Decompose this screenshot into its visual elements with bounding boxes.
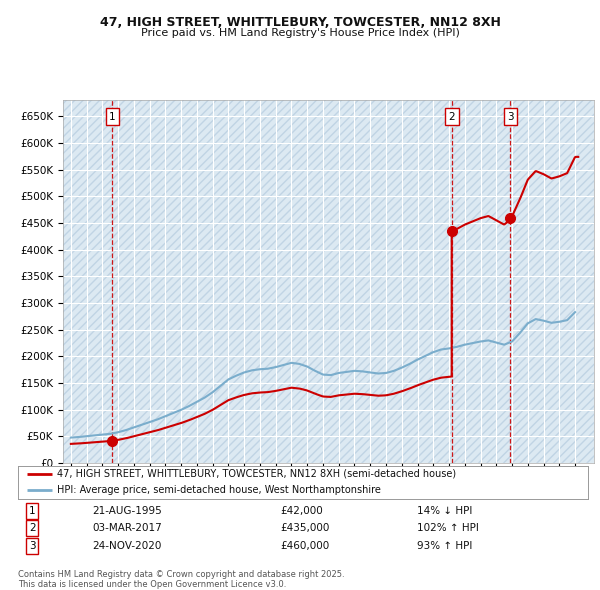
Text: HPI: Average price, semi-detached house, West Northamptonshire: HPI: Average price, semi-detached house,… [57, 486, 380, 495]
Text: £460,000: £460,000 [280, 541, 329, 551]
Text: 3: 3 [507, 112, 514, 122]
Text: Price paid vs. HM Land Registry's House Price Index (HPI): Price paid vs. HM Land Registry's House … [140, 28, 460, 38]
Text: £42,000: £42,000 [280, 506, 323, 516]
Text: £435,000: £435,000 [280, 523, 329, 533]
Text: 14% ↓ HPI: 14% ↓ HPI [417, 506, 472, 516]
Text: 2: 2 [448, 112, 455, 122]
Text: Contains HM Land Registry data © Crown copyright and database right 2025.
This d: Contains HM Land Registry data © Crown c… [18, 570, 344, 589]
Text: 47, HIGH STREET, WHITTLEBURY, TOWCESTER, NN12 8XH: 47, HIGH STREET, WHITTLEBURY, TOWCESTER,… [100, 16, 500, 29]
Text: 03-MAR-2017: 03-MAR-2017 [92, 523, 162, 533]
Text: 1: 1 [109, 112, 116, 122]
Text: 47, HIGH STREET, WHITTLEBURY, TOWCESTER, NN12 8XH (semi-detached house): 47, HIGH STREET, WHITTLEBURY, TOWCESTER,… [57, 469, 456, 478]
Text: 24-NOV-2020: 24-NOV-2020 [92, 541, 161, 551]
Text: 102% ↑ HPI: 102% ↑ HPI [417, 523, 479, 533]
Text: 1: 1 [29, 506, 35, 516]
Text: 3: 3 [29, 541, 35, 551]
Text: 2: 2 [29, 523, 35, 533]
Text: 21-AUG-1995: 21-AUG-1995 [92, 506, 162, 516]
Text: 93% ↑ HPI: 93% ↑ HPI [417, 541, 472, 551]
